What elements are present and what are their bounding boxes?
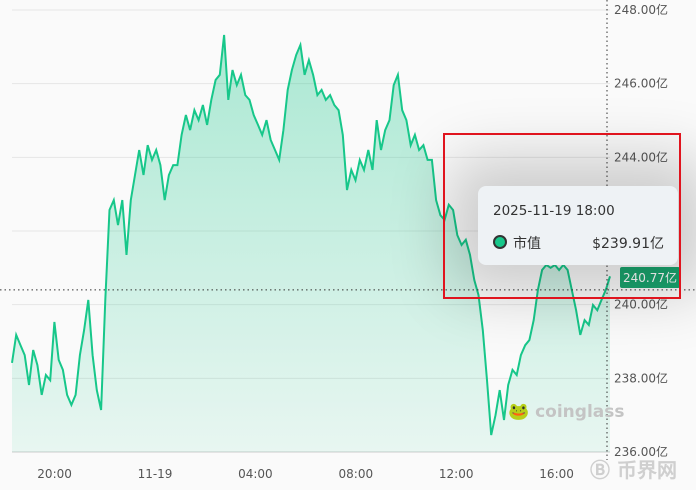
current-value-tag: 240.77亿	[620, 267, 680, 288]
tooltip-time: 2025-11-19 18:00	[493, 203, 615, 219]
x-tick-label: 08:00	[339, 467, 374, 481]
y-tick-label: 238.00亿	[614, 370, 668, 385]
site-watermark: Ⓑ 币界网	[590, 458, 677, 482]
watermark-text: coinglass	[535, 402, 625, 422]
y-tick-label: 240.00亿	[614, 297, 668, 312]
x-tick-label: 04:00	[238, 467, 273, 481]
area-fill	[12, 35, 610, 452]
x-tick-label: 16:00	[539, 467, 574, 481]
y-tick-label: 236.00亿	[614, 444, 668, 459]
x-tick-label: 12:00	[439, 467, 474, 481]
series-line	[11, 34, 611, 436]
x-tick-label: 20:00	[37, 467, 72, 481]
highlight-box	[443, 133, 681, 299]
y-tick-label: 246.00亿	[614, 76, 668, 91]
tooltip: 2025-11-19 18:00 市值 $239.91亿	[478, 186, 678, 265]
x-axis: 20:00 11-19 04:00 08:00 12:00 16:00	[37, 467, 574, 481]
tooltip-series-name: 市值	[513, 236, 541, 252]
y-tick-label: 248.00亿	[614, 2, 668, 17]
series-dot-icon	[493, 235, 507, 249]
watermark2-text: 币界网	[616, 458, 677, 482]
y-tick-label: 244.00亿	[614, 149, 668, 164]
coinglass-watermark: 🐸 coinglass	[508, 402, 625, 422]
x-tick-label: 11-19	[138, 467, 173, 481]
tooltip-value: $239.91亿	[592, 236, 664, 252]
